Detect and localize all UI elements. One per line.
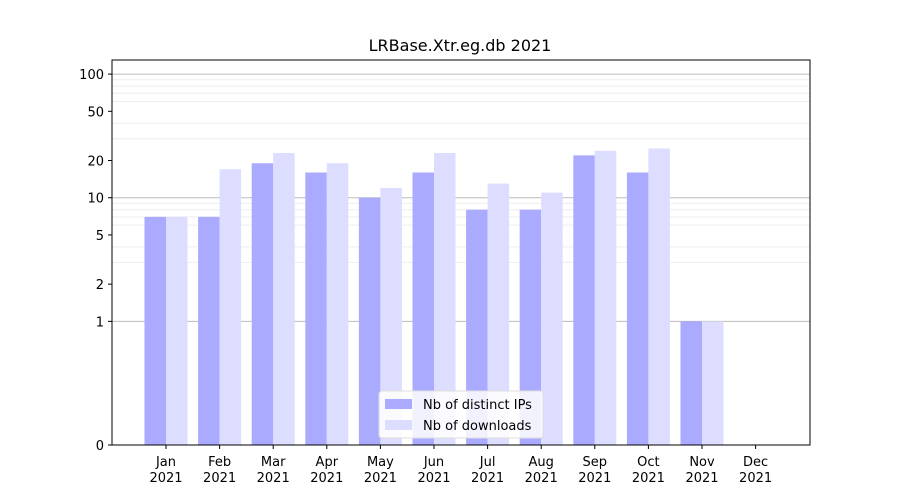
legend: Nb of distinct IPs Nb of downloads bbox=[378, 390, 544, 439]
x-tick-label-year: 2021 bbox=[149, 471, 182, 486]
bar-downloads-nov bbox=[702, 321, 724, 445]
x-tick-label-year: 2021 bbox=[739, 471, 772, 486]
bar-distinct-ips-aug bbox=[519, 209, 542, 445]
x-tick-label-month: Dec bbox=[743, 455, 768, 470]
legend-label-downloads: Nb of downloads bbox=[423, 419, 532, 434]
x-tick-label-year: 2021 bbox=[203, 471, 236, 486]
bar-distinct-ips-may bbox=[358, 197, 381, 445]
x-tick-label-year: 2021 bbox=[632, 471, 665, 486]
legend-swatch-downloads bbox=[385, 420, 412, 430]
bar-distinct-ips-feb bbox=[198, 216, 220, 445]
bar-distinct-ips-jan bbox=[144, 216, 166, 445]
bar-downloads-jul bbox=[487, 183, 510, 445]
bar-distinct-ips-nov bbox=[680, 321, 702, 445]
bars bbox=[144, 148, 724, 446]
bar-downloads-feb bbox=[219, 169, 242, 445]
x-tick-label-month: Jul bbox=[479, 455, 496, 470]
x-tick-label-month: May bbox=[367, 455, 394, 470]
x-tick-label-year: 2021 bbox=[257, 471, 290, 486]
x-tick-label-month: Nov bbox=[689, 455, 715, 470]
bar-downloads-jun bbox=[434, 153, 456, 445]
y-tick-label: 20 bbox=[87, 155, 104, 170]
x-tick-label-year: 2021 bbox=[310, 471, 343, 486]
y-tick-label: 0 bbox=[96, 439, 104, 454]
x-tick-label-month: Apr bbox=[316, 455, 339, 470]
legend-label-distinct-ips: Nb of distinct IPs bbox=[423, 398, 532, 413]
y-tick-label: 1 bbox=[96, 315, 104, 330]
x-tick-label-year: 2021 bbox=[525, 471, 558, 486]
bar-downloads-aug bbox=[541, 192, 563, 445]
y-tick-label: 50 bbox=[87, 105, 104, 120]
x-tick-label-month: Aug bbox=[529, 455, 554, 470]
y-tick-label: 10 bbox=[87, 192, 104, 207]
bar-downloads-oct bbox=[648, 148, 670, 445]
x-tick-label-year: 2021 bbox=[417, 471, 450, 486]
y-tick-label: 2 bbox=[96, 278, 104, 293]
bar-distinct-ips-mar bbox=[251, 163, 274, 445]
x-tick-label-year: 2021 bbox=[578, 471, 611, 486]
bar-distinct-ips-jun bbox=[412, 172, 434, 446]
bar-downloads-may bbox=[380, 187, 402, 445]
x-axis: Jan2021Feb2021Mar2021Apr2021May2021Jun20… bbox=[149, 445, 772, 486]
y-tick-label: 5 bbox=[96, 229, 104, 244]
x-tick-label-month: Feb bbox=[208, 455, 231, 470]
x-tick-label-year: 2021 bbox=[471, 471, 504, 486]
bar-downloads-sep bbox=[594, 150, 617, 445]
x-tick-label-year: 2021 bbox=[685, 471, 718, 486]
x-tick-label-month: Jun bbox=[423, 455, 444, 470]
x-tick-label-month: Sep bbox=[583, 455, 608, 470]
x-tick-label-month: Oct bbox=[637, 455, 659, 470]
y-axis: 0 1 2 5 10 20 50 100 bbox=[79, 68, 112, 454]
bar-distinct-ips-jul bbox=[466, 209, 488, 445]
x-tick-label-month: Jan bbox=[155, 455, 176, 470]
y-tick-label: 100 bbox=[79, 68, 104, 83]
bar-downloads-mar bbox=[273, 153, 295, 445]
legend-swatch-distinct-ips bbox=[385, 399, 412, 409]
x-tick-label-month: Mar bbox=[261, 455, 286, 470]
x-tick-label-year: 2021 bbox=[364, 471, 397, 486]
plot-area-frame bbox=[111, 59, 811, 446]
bar-distinct-ips-oct bbox=[626, 172, 649, 446]
legend-box bbox=[378, 390, 544, 439]
bar-downloads-jan bbox=[166, 216, 188, 445]
chart-title: LRBase.Xtr.eg.db 2021 bbox=[369, 36, 552, 55]
bar-downloads-apr bbox=[326, 163, 349, 445]
bar-distinct-ips-apr bbox=[305, 172, 327, 446]
bar-distinct-ips-sep bbox=[573, 155, 595, 445]
